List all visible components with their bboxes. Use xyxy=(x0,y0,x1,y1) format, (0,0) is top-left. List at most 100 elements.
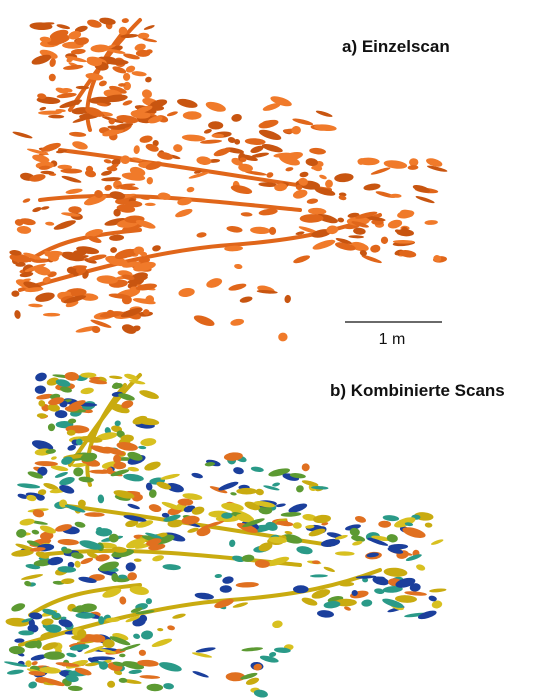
leaf xyxy=(34,291,55,304)
leaf xyxy=(127,503,141,511)
leaf xyxy=(123,473,145,483)
leaf xyxy=(34,371,48,382)
leaf xyxy=(157,628,163,632)
leaf xyxy=(148,503,162,513)
leaf xyxy=(133,633,141,640)
leaf xyxy=(10,602,26,613)
leaf xyxy=(230,318,245,327)
leaf xyxy=(145,76,153,83)
leaf xyxy=(220,585,232,593)
panel-label: a) Einzelscan xyxy=(342,37,450,56)
leaf xyxy=(74,560,82,569)
leaf xyxy=(109,234,124,241)
leaf xyxy=(68,206,82,214)
leaf xyxy=(308,207,327,215)
leaf xyxy=(146,684,163,692)
leaf xyxy=(363,183,381,192)
leaf xyxy=(361,599,373,607)
leaf xyxy=(183,111,202,119)
leaf xyxy=(17,482,41,489)
leaf xyxy=(47,556,64,567)
leaf xyxy=(142,37,157,43)
leaf xyxy=(291,125,302,135)
leaf xyxy=(191,472,204,480)
leaf xyxy=(131,71,147,77)
leaf xyxy=(35,461,59,467)
leaf xyxy=(78,476,94,483)
leaf xyxy=(40,206,49,211)
leaf xyxy=(138,32,150,39)
leaf xyxy=(231,113,243,122)
leaf xyxy=(228,282,247,292)
leaf xyxy=(173,144,183,153)
leaf xyxy=(126,562,136,571)
leaf xyxy=(119,654,125,658)
leaf xyxy=(31,529,39,535)
leaf xyxy=(317,609,335,618)
leaf xyxy=(134,558,142,562)
leaf xyxy=(66,652,77,658)
leaf xyxy=(272,482,281,487)
leaf xyxy=(195,646,216,653)
leaf xyxy=(299,171,309,178)
leaf xyxy=(425,522,433,528)
leaf xyxy=(415,563,426,571)
leaf xyxy=(258,118,280,130)
leaf xyxy=(251,466,265,473)
leaf xyxy=(250,226,271,234)
leaf xyxy=(119,596,127,605)
leaf xyxy=(178,287,195,298)
leaf xyxy=(245,138,266,146)
leaf xyxy=(109,375,123,379)
leaf xyxy=(417,609,437,621)
leaf xyxy=(146,177,153,185)
leaf xyxy=(31,660,38,665)
leaf xyxy=(222,575,235,584)
leaf xyxy=(19,518,35,527)
leaf xyxy=(236,582,259,588)
leaf xyxy=(107,681,115,688)
leaf xyxy=(139,135,153,144)
leaf xyxy=(51,456,58,461)
leaf xyxy=(16,225,31,234)
leaf xyxy=(143,24,155,31)
leaf xyxy=(239,295,253,303)
leaf xyxy=(208,121,223,129)
leaf xyxy=(73,467,83,476)
leaf xyxy=(415,195,435,205)
leaf xyxy=(166,110,178,117)
leaf xyxy=(80,387,94,395)
leaf xyxy=(241,212,253,217)
leaf xyxy=(58,475,75,486)
leaf xyxy=(370,244,381,253)
leaf xyxy=(429,588,447,593)
leaf xyxy=(141,630,154,640)
leaf xyxy=(348,235,364,239)
leaf xyxy=(145,203,156,206)
leaf xyxy=(47,423,55,432)
leaf xyxy=(104,184,113,192)
leaf xyxy=(430,538,444,546)
leaf xyxy=(293,522,302,529)
leaf xyxy=(310,574,328,577)
leaf xyxy=(43,313,60,317)
leaf xyxy=(68,685,83,691)
leaf xyxy=(292,188,308,200)
leaf xyxy=(334,172,354,182)
leaf xyxy=(205,100,227,114)
leaf xyxy=(293,585,309,593)
leaf xyxy=(315,109,333,118)
leaf xyxy=(7,669,24,676)
leaf xyxy=(122,99,133,106)
point-cloud-combined-scans xyxy=(4,371,447,698)
leaf xyxy=(381,236,389,244)
leaf xyxy=(62,548,72,553)
leaf xyxy=(35,385,46,394)
leaf xyxy=(192,651,213,658)
leaf xyxy=(312,238,337,252)
leaf xyxy=(337,217,344,223)
leaf xyxy=(163,683,174,690)
leaf xyxy=(162,564,181,571)
leaf xyxy=(292,254,310,265)
leaf xyxy=(28,303,43,307)
